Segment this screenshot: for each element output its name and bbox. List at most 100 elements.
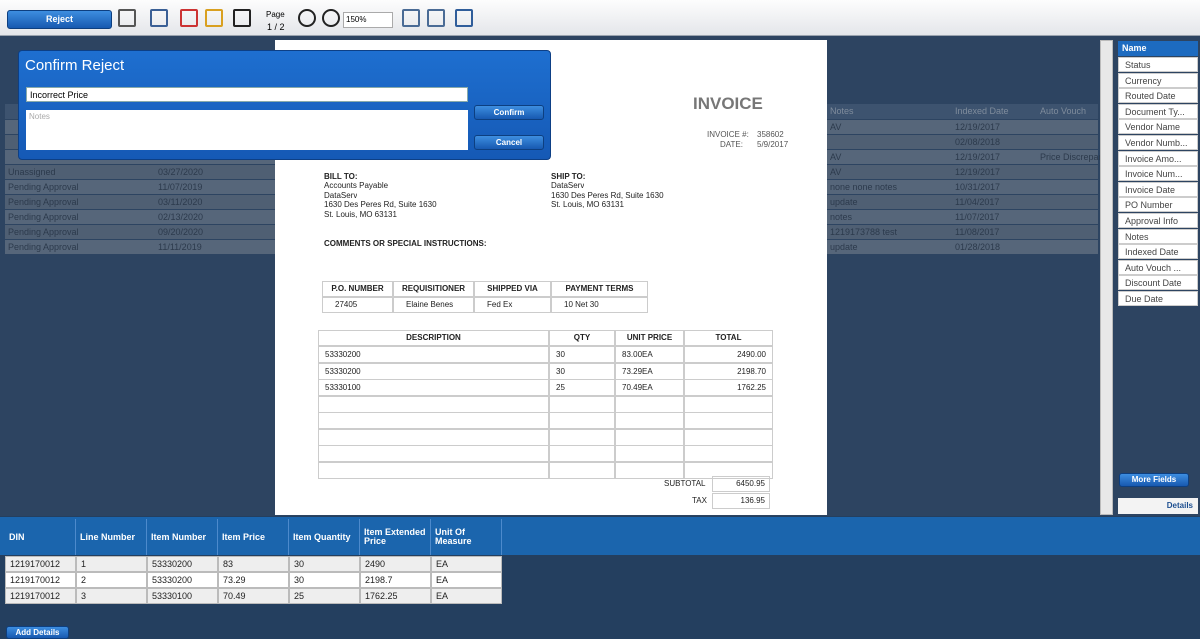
items-cell <box>684 412 773 429</box>
dialog-title: Confirm Reject <box>25 57 125 74</box>
ship-to-line: DataServ <box>551 181 585 190</box>
items-cell: 1762.25 <box>684 379 773 396</box>
items-cell <box>318 428 549 446</box>
items-cell <box>549 395 615 413</box>
zoom-out-icon[interactable] <box>298 9 316 27</box>
cancel-button[interactable]: Cancel <box>474 135 544 150</box>
items-cell: 70.49EA <box>615 379 684 396</box>
grid-cell: 11/07/2019 <box>158 182 203 192</box>
items-cell <box>615 412 684 429</box>
po-cell: Elaine Benes <box>393 297 474 313</box>
po-header: PAYMENT TERMS <box>551 281 648 297</box>
fit-width-icon[interactable] <box>402 9 420 27</box>
items-cell: 53330100 <box>318 379 549 396</box>
field-item[interactable]: Auto Vouch ... <box>1118 259 1198 275</box>
grid-cell: 01/28/2018 <box>955 242 1001 252</box>
grid-cell: 09/20/2020 <box>158 227 204 237</box>
line-items-header-bar <box>0 517 1200 555</box>
line-items-cell: 53330100 <box>147 588 218 604</box>
reject-button[interactable]: Reject <box>7 10 112 29</box>
po-cell: Fed Ex <box>474 297 551 313</box>
line-items-header: Item Price <box>218 519 289 555</box>
more-fields-button[interactable]: More Fields <box>1119 473 1189 487</box>
field-item[interactable]: Vendor Numb... <box>1118 135 1198 150</box>
line-items-cell: 1 <box>76 556 147 572</box>
bill-to-line: St. Louis, MO 63131 <box>324 209 397 219</box>
reason-select[interactable]: Incorrect Price <box>26 87 468 102</box>
items-cell <box>549 412 615 429</box>
grid-cell: AV <box>830 167 842 177</box>
grid-column-header: Indexed Date <box>955 106 1009 116</box>
grid-column-header: Notes <box>830 106 854 116</box>
field-item[interactable]: Currency <box>1118 72 1198 88</box>
items-cell <box>615 461 684 479</box>
bill-to-line: Accounts Payable <box>324 181 389 190</box>
grid-cell: 11/07/2017 <box>955 212 1000 222</box>
po-header: SHIPPED VIA <box>474 281 551 297</box>
grid-cell: Pending Approval <box>8 242 79 252</box>
items-cell: 2490.00 <box>684 346 773 363</box>
invoice-number-label: INVOICE #: <box>707 130 749 139</box>
items-cell <box>318 461 549 479</box>
line-items-cell: 25 <box>289 588 360 604</box>
fit-page-icon[interactable] <box>427 9 445 27</box>
field-item[interactable]: PO Number <box>1118 197 1198 213</box>
details-tab[interactable]: Details <box>1118 498 1198 514</box>
field-item[interactable]: Document Ty... <box>1118 103 1198 119</box>
invoice-title: INVOICE <box>693 94 763 113</box>
line-items-header: Line Number <box>76 519 147 555</box>
field-item[interactable]: Invoice Date <box>1118 181 1198 197</box>
route-icon[interactable] <box>118 9 136 27</box>
zoom-in-icon[interactable] <box>322 9 340 27</box>
field-item[interactable]: Status <box>1118 57 1198 72</box>
grid-cell: 02/08/2018 <box>955 137 1001 147</box>
line-items-cell: 53330200 <box>147 556 218 572</box>
confirm-button[interactable]: Confirm <box>474 105 544 120</box>
field-item[interactable]: Invoice Num... <box>1118 166 1198 182</box>
grid-cell: AV <box>830 122 842 132</box>
line-items-cell: 1219170012 <box>5 588 76 604</box>
field-item[interactable]: Discount Date <box>1118 275 1198 291</box>
notes-field[interactable]: Notes <box>26 110 468 150</box>
bill-to-line: DataServ <box>324 190 358 200</box>
field-item[interactable]: Due Date <box>1118 291 1198 306</box>
zoom-select[interactable]: 150% <box>343 12 393 28</box>
grid-cell: 12/19/2017 <box>955 122 1001 132</box>
items-cell <box>684 395 773 413</box>
items-cell: 2198.70 <box>684 362 773 380</box>
items-cell <box>615 428 684 446</box>
tax-label: TAX <box>692 496 707 505</box>
page-number: 1 / 2 <box>267 22 285 32</box>
add-details-button[interactable]: Add Details <box>6 626 69 639</box>
items-cell <box>684 428 773 446</box>
items-cell <box>318 445 549 462</box>
field-item[interactable]: Approval Info <box>1118 213 1198 228</box>
line-items-cell: 2 <box>76 572 147 588</box>
items-cell <box>549 428 615 446</box>
items-cell <box>615 445 684 462</box>
line-items-cell: EA <box>431 588 502 604</box>
items-header: DESCRIPTION <box>318 330 549 346</box>
pdf-icon[interactable] <box>180 9 198 27</box>
line-items-cell: 83 <box>218 556 289 572</box>
print-icon[interactable] <box>150 9 168 27</box>
field-item[interactable]: Vendor Name <box>1118 119 1198 135</box>
line-items-header: Item Extended Price <box>360 519 431 555</box>
ship-to-line: 1630 Des Peres Rd, Suite 1630 <box>551 190 664 200</box>
move-icon[interactable] <box>233 9 251 27</box>
grid-cell: 03/27/2020 <box>158 167 204 177</box>
field-item[interactable]: Invoice Amo... <box>1118 150 1198 166</box>
view-icon[interactable] <box>455 9 473 27</box>
field-item[interactable]: Indexed Date <box>1118 244 1198 260</box>
email-icon[interactable] <box>205 9 223 27</box>
po-header: P.O. NUMBER <box>322 281 393 297</box>
tax: 136.95 <box>712 493 770 509</box>
bill-to-line: 1630 Des Peres Rd, Suite 1630 <box>324 200 437 209</box>
field-item[interactable]: Routed Date <box>1118 88 1198 104</box>
grid-cell: 12/19/2017 <box>955 152 1001 162</box>
line-items-cell: EA <box>431 556 502 572</box>
grid-cell: none none notes <box>830 182 898 192</box>
invoice-number: 358602 <box>757 130 784 139</box>
field-item[interactable]: Notes <box>1118 228 1198 244</box>
